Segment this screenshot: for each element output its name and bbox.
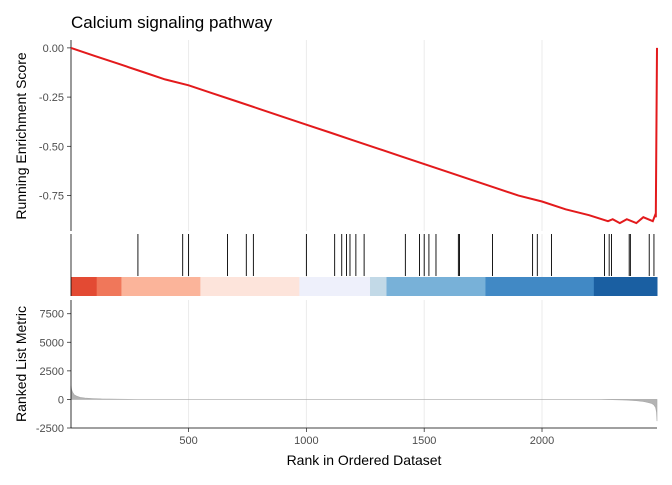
running-enrichment-score-line [70, 46, 658, 225]
bottom-y-tick-label: 0 [58, 394, 64, 406]
bottom-panel-y-axis-label: Ranked List Metric [13, 306, 29, 422]
gradient-segment [71, 277, 98, 296]
gradient-segment [485, 277, 595, 296]
bottom-y-tick-label: 5000 [40, 337, 64, 349]
gene-hit-barcode [137, 234, 655, 276]
top-y-tick-label: -0.75 [39, 191, 64, 203]
bottom-y-tick-label: -2500 [36, 423, 64, 435]
top-panel-y-ticks: 0.00 -0.25 -0.50 -0.75 [39, 43, 71, 203]
rank-color-gradient-bar [71, 277, 658, 296]
bottom-panel-gridlines [188, 300, 543, 428]
x-tick-label: 2000 [530, 435, 554, 447]
x-tick-label: 1500 [412, 435, 436, 447]
bottom-y-tick-label: 7500 [40, 309, 64, 321]
gradient-segment [593, 277, 658, 296]
x-tick-label: 500 [179, 435, 197, 447]
bottom-y-tick-label: 2500 [40, 366, 64, 378]
chart-title: Calcium signaling pathway [71, 13, 273, 32]
gradient-segment [200, 277, 300, 296]
bottom-panel-x-ticks: 500 1000 1500 2000 [179, 428, 554, 447]
gradient-segment [299, 277, 371, 296]
gradient-segment [121, 277, 201, 296]
top-y-tick-label: -0.25 [39, 92, 64, 104]
bottom-panel-y-ticks: -2500 0 2500 5000 7500 [36, 309, 71, 435]
gradient-segment [370, 277, 388, 296]
x-axis-label: Rank in Ordered Dataset [287, 452, 442, 468]
top-panel-gridlines [188, 40, 543, 231]
gradient-segment [96, 277, 122, 296]
top-panel-y-axis-label: Running Enrichment Score [13, 52, 29, 220]
gradient-segment [386, 277, 486, 296]
x-tick-label: 1000 [294, 435, 318, 447]
top-y-tick-label: -0.50 [39, 141, 64, 153]
top-y-tick-label: 0.00 [43, 43, 64, 55]
ranked-list-metric-area [70, 385, 658, 422]
